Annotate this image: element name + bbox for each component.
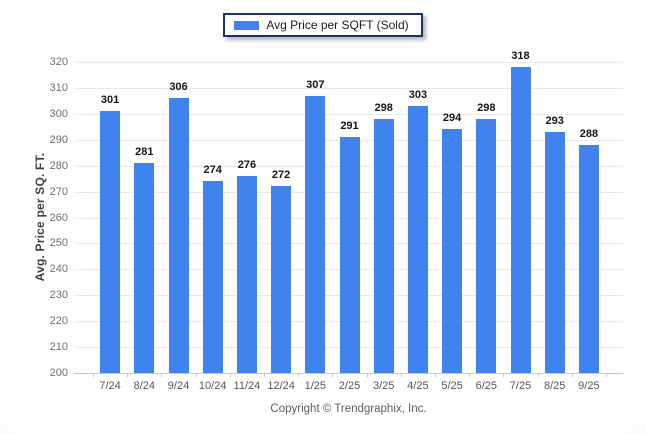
bar <box>339 137 360 373</box>
y-tick-label: 300 <box>49 107 68 120</box>
x-axis-line <box>74 373 623 374</box>
bar-value-label: 274 <box>203 164 222 177</box>
bar <box>271 186 292 373</box>
bar-value-label: 298 <box>374 102 393 115</box>
bar <box>134 163 155 373</box>
legend-label: Avg Price per SQFT (Sold) <box>266 18 409 32</box>
x-tick-label: 12/24 <box>267 380 295 392</box>
bar-value-label: 306 <box>169 81 188 94</box>
x-tick-label: 11/24 <box>233 380 261 392</box>
gridline <box>74 62 623 63</box>
y-tick-label: 240 <box>49 263 68 276</box>
x-axis-tick <box>435 373 436 377</box>
bar-value-label: 298 <box>477 102 496 115</box>
x-axis-tick <box>127 373 129 377</box>
bar <box>236 176 257 373</box>
x-axis-tick <box>229 373 231 377</box>
x-axis-tick <box>93 373 94 377</box>
bar <box>407 106 428 373</box>
x-axis-tick <box>606 373 607 377</box>
x-axis-tick <box>264 373 265 377</box>
bar-value-label: 318 <box>511 50 530 63</box>
legend-swatch-icon <box>234 20 260 30</box>
bar-value-label: 294 <box>442 112 462 125</box>
y-tick-label: 220 <box>49 315 68 328</box>
x-axis-tick <box>503 373 505 377</box>
x-tick-label: 5/25 <box>441 380 463 392</box>
bar <box>100 111 121 373</box>
x-axis-tick <box>195 373 197 377</box>
y-tick-label: 200 <box>49 367 68 379</box>
bar-value-label: 293 <box>545 114 564 127</box>
x-axis-tick <box>400 373 402 377</box>
bar-value-label: 272 <box>271 169 291 182</box>
bar-value-label: 303 <box>408 89 428 102</box>
y-tick-label: 260 <box>49 211 68 224</box>
gridline <box>74 113 623 115</box>
x-tick-label: 9/25 <box>578 380 600 392</box>
x-axis-tick <box>537 373 539 377</box>
legend: Avg Price per SQFT (Sold) <box>223 13 423 37</box>
gridline <box>74 87 623 89</box>
plot-area: 200 210 220 230 240 250 260 270 280 290 300 310 320 3… <box>50 50 623 392</box>
x-tick-label: 7/25 <box>509 380 532 392</box>
y-tick-label: 210 <box>49 341 68 354</box>
bar-value-label: 291 <box>340 120 359 133</box>
bar-value-label: 307 <box>306 78 325 91</box>
x-tick-label: 6/25 <box>475 380 497 392</box>
bar <box>168 98 189 373</box>
copyright-text: Copyright © Trendgraphix, Inc. <box>270 403 427 415</box>
x-axis-tick <box>332 373 334 377</box>
bar-value-label: 288 <box>579 127 599 140</box>
x-tick-label: 8/25 <box>543 380 566 392</box>
y-tick-label: 270 <box>49 185 68 198</box>
y-tick-label: 310 <box>49 81 68 94</box>
y-tick-label: 320 <box>49 56 68 68</box>
y-tick-label: 250 <box>49 237 68 250</box>
x-tick-label: 7/24 <box>99 380 121 392</box>
bar <box>305 95 326 373</box>
bar <box>544 131 565 373</box>
x-tick-label: 3/25 <box>372 380 395 392</box>
bar <box>442 129 463 373</box>
bar-value-label: 301 <box>100 94 120 107</box>
x-tick-label: 9/24 <box>167 380 190 392</box>
x-axis-tick <box>161 373 163 377</box>
bar <box>510 67 531 373</box>
bar <box>373 119 394 373</box>
legend-container: Avg Price per SQFT (Sold) <box>0 13 646 37</box>
y-tick-label: 280 <box>49 159 68 172</box>
y-tick-label: 230 <box>49 289 68 302</box>
x-tick-label: 10/24 <box>198 380 227 392</box>
x-tick-label: 1/25 <box>304 380 326 392</box>
x-axis-tick <box>571 373 573 377</box>
x-tick-label: 4/25 <box>407 380 429 392</box>
x-tick-label: 8/24 <box>133 380 155 392</box>
x-axis-tick <box>366 373 368 377</box>
bar <box>476 119 497 373</box>
bar-value-label: 281 <box>135 146 154 159</box>
bar <box>578 144 599 373</box>
x-axis-tick <box>469 373 471 377</box>
bar <box>202 181 223 373</box>
x-axis-tick <box>298 373 300 377</box>
y-tick-label: 290 <box>49 133 68 146</box>
bar-value-label: 276 <box>237 159 257 172</box>
x-tick-label: 2/25 <box>338 380 361 392</box>
